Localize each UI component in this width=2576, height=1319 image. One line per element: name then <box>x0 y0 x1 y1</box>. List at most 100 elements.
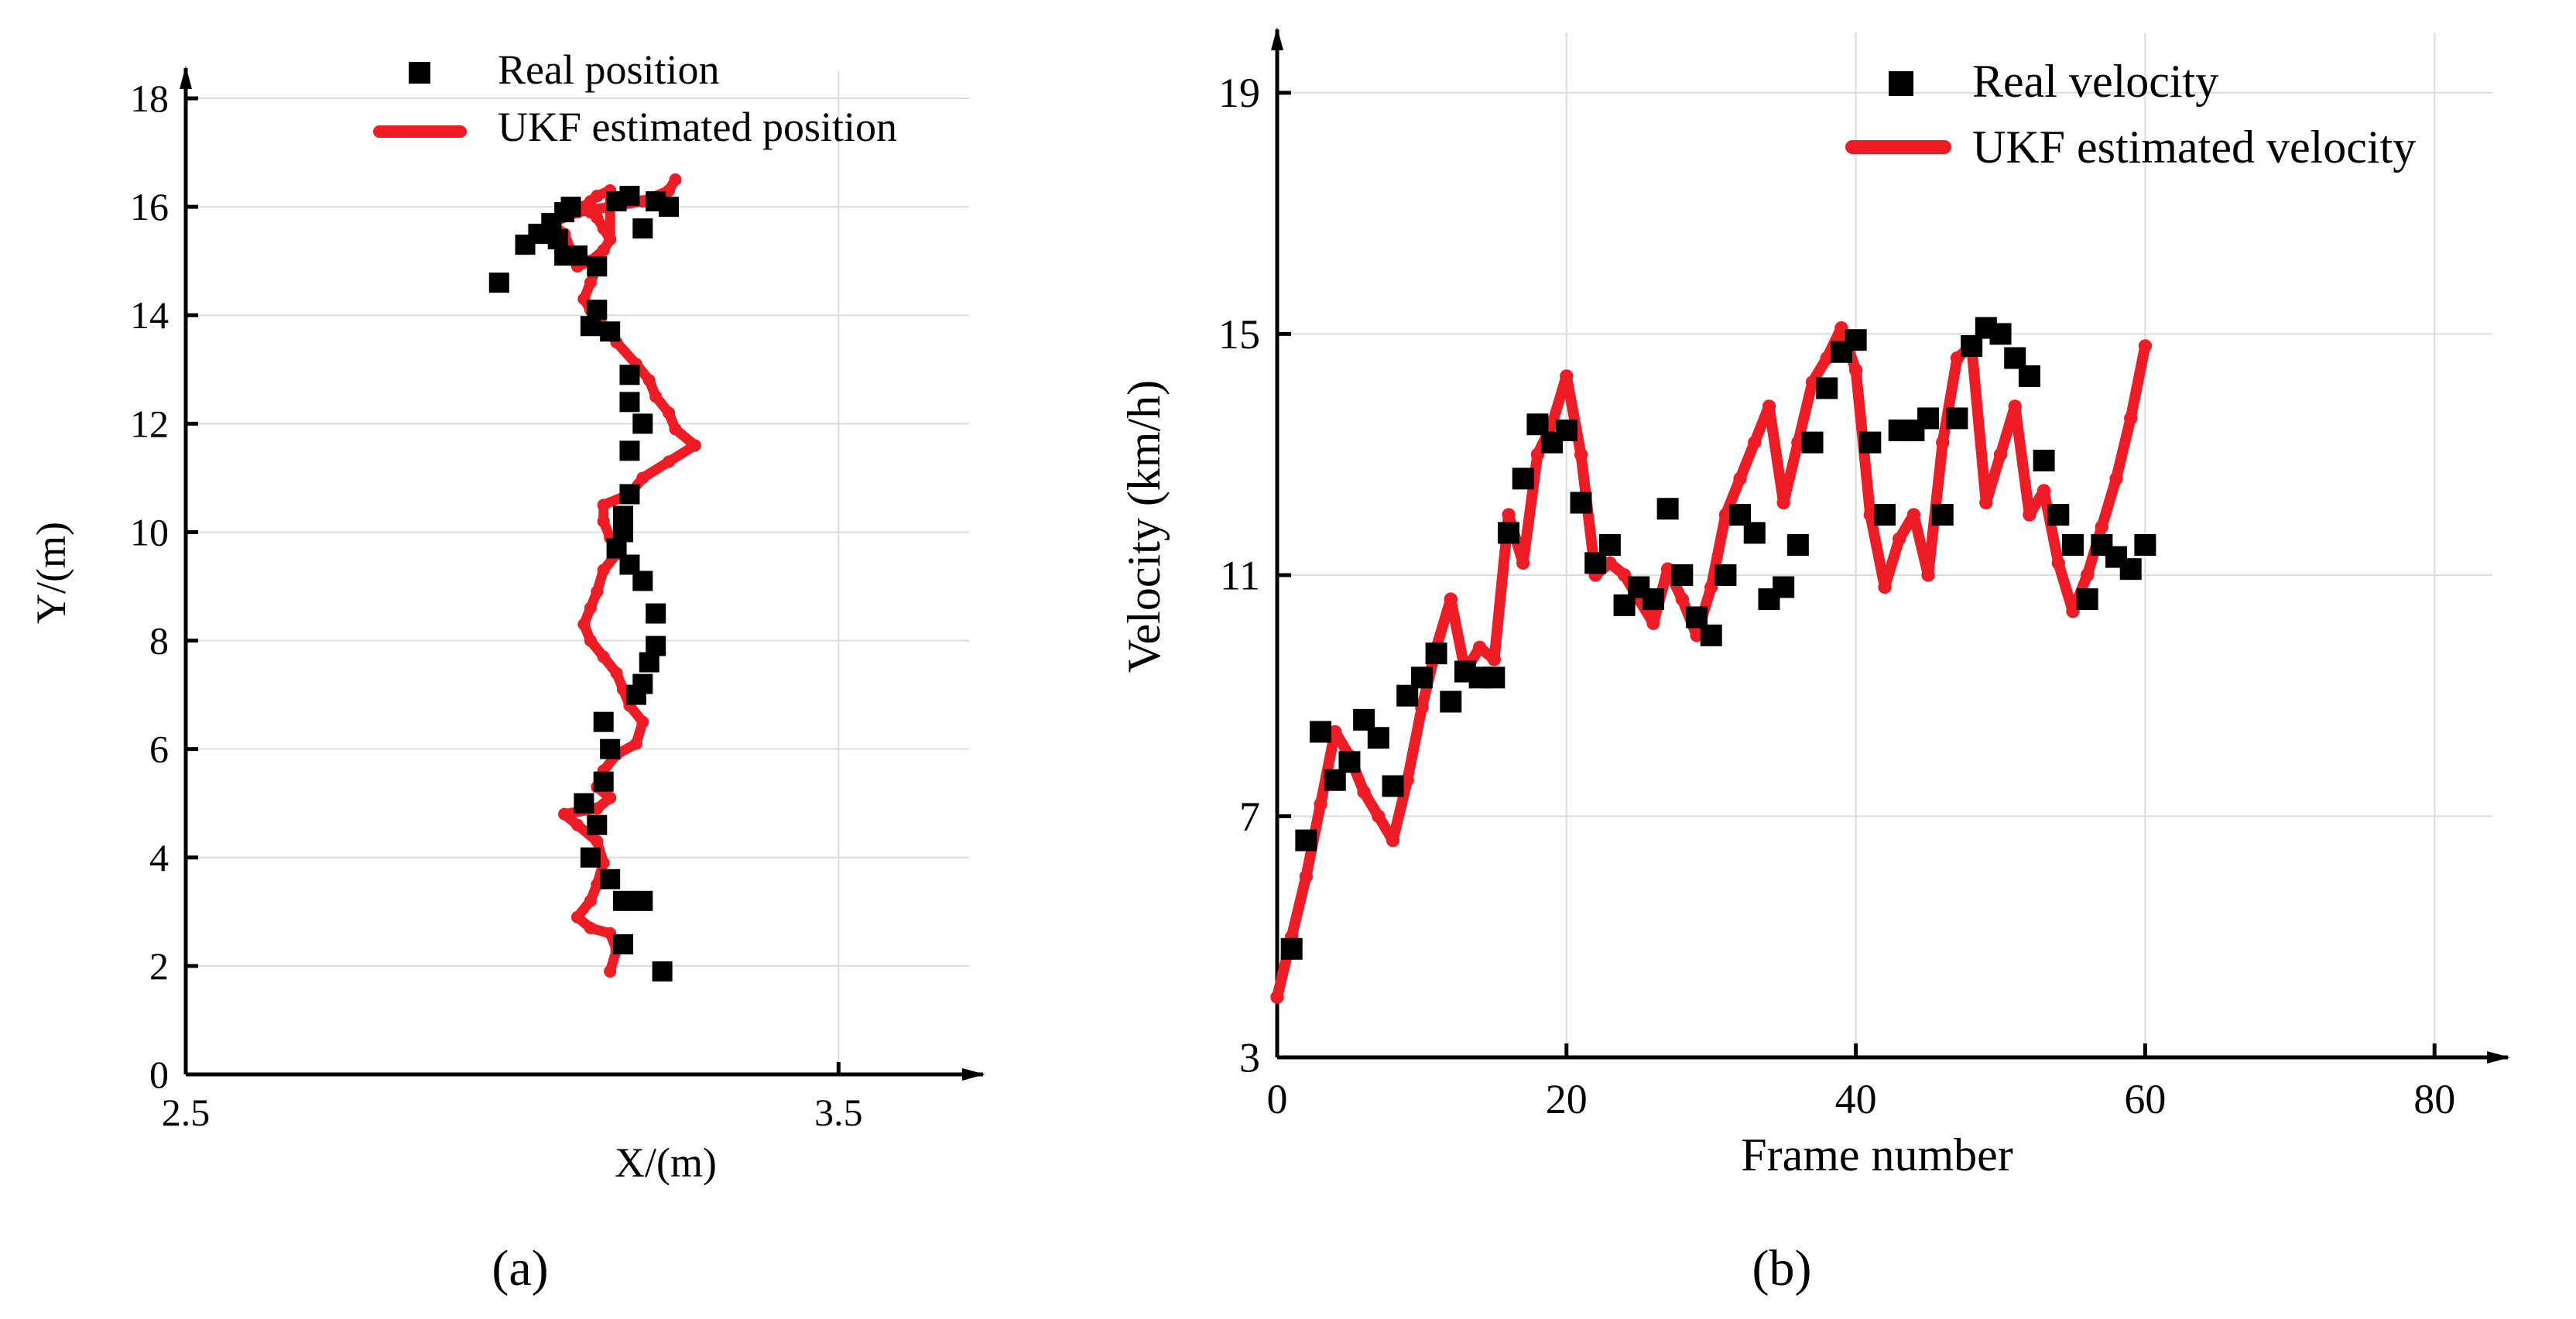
panel-b-real-point-40 <box>1859 431 1882 454</box>
panel-a-ukf-point-12 <box>604 791 617 804</box>
panel-a-real-point-43 <box>488 272 509 293</box>
panel-a-ukf-point-66 <box>669 173 682 187</box>
panel-a-ukf-point-16 <box>629 737 642 750</box>
panel-b-real-point-47 <box>1961 334 1983 357</box>
panel-a-real-point-37 <box>560 197 581 218</box>
panel-b-y-ticks: 3 7 11 15 19 <box>1218 70 1291 1081</box>
panel-b-ukf-point-45 <box>1921 568 1935 582</box>
panel-b-real-point-45 <box>1931 504 1954 526</box>
panel-b-ukf-point-53 <box>2036 484 2051 498</box>
panel-a-real-point-7 <box>593 771 614 792</box>
panel-a-y-axis-label: Y/(m) <box>28 522 74 624</box>
panel-a-ukf-point-30 <box>597 498 610 512</box>
panel-b-real-point-17 <box>1526 413 1549 436</box>
panel-b-y-tick-label-3: 15 <box>1218 311 1260 358</box>
panel-b-ukf-point-10 <box>1415 701 1429 714</box>
panel-b-ukf-point-21 <box>1574 447 1588 461</box>
panel-a-chart: 2.5 3.5 0 2 4 6 8 10 12 14 16 18 X/(m) Y/(m) Real … <box>28 46 985 1297</box>
panel-b-real-point-41 <box>1874 504 1896 526</box>
panel-a-real-point-25 <box>619 365 640 385</box>
panel-b-ukf-point-9 <box>1400 773 1414 787</box>
panel-a-ukf-point-49 <box>597 222 610 235</box>
panel-b-ukf-point-42 <box>1878 580 1892 594</box>
panel-a-ukf-point-10 <box>558 807 571 821</box>
panel-b-chart: 0 20 40 60 80 3 7 11 15 19 Frame number Velocity… <box>1118 27 2510 1297</box>
panel-b-ukf-point-40 <box>1848 363 1863 377</box>
panel-b-ukf-point-37 <box>1805 375 1820 389</box>
panel-b-ukf-point-33 <box>1748 435 1762 450</box>
panel-a-x-tick-label-0: 2.5 <box>162 1091 211 1134</box>
panel-b-real-point-6 <box>1367 727 1389 749</box>
panel-b-ukf-point-2 <box>1299 869 1314 884</box>
panel-a-y-tick-label-4: 8 <box>149 619 169 663</box>
panel-b-ukf-point-7 <box>1372 809 1386 824</box>
panel-b-ukf-point-36 <box>1791 435 1805 450</box>
panel-a-real-point-21 <box>619 484 640 505</box>
panel-b-real-point-15 <box>1498 522 1520 544</box>
panel-b-real-point-55 <box>2076 588 2098 611</box>
panel-b-ukf-point-58 <box>2109 471 2123 486</box>
panel-a-ukf-point-54 <box>591 190 604 203</box>
panel-b-ukf-point-0 <box>1270 990 1284 1004</box>
panel-b-ukf-point-15 <box>1487 653 1502 666</box>
panel-a-real-point-5 <box>580 847 601 868</box>
panel-b-real-point-53 <box>2047 504 2070 526</box>
panel-b-ukf-point-41 <box>1863 508 1877 522</box>
panel-a-ukf-point-0 <box>604 964 617 978</box>
panel-b-real-point-29 <box>1700 624 1722 646</box>
panel-b-ukf-point-34 <box>1762 399 1776 413</box>
panel-b-y-axis-label: Velocity (km/h) <box>1118 380 1170 673</box>
panel-a-real-point-22 <box>619 440 640 461</box>
panel-a-ukf-point-8 <box>591 834 604 848</box>
panel-a-label: (a) <box>492 1240 548 1297</box>
panel-b-real-point-16 <box>1512 468 1534 490</box>
panel-a-ukf-point-17 <box>636 715 649 728</box>
panel-b-real-point-51 <box>2018 365 2040 387</box>
panel-b-real-point-44 <box>1917 407 1940 430</box>
panel-b-real-point-32 <box>1743 522 1766 544</box>
panel-b-y-tick-label-2: 11 <box>1220 552 1260 598</box>
panel-b-real-markers <box>1280 317 2156 960</box>
panel-a-real-point-24 <box>619 392 640 413</box>
panel-a-real-point-12 <box>632 673 653 694</box>
panel-a-y-tick-label-3: 6 <box>149 728 169 771</box>
panel-b-real-point-30 <box>1714 564 1737 586</box>
panel-b-real-point-9 <box>1410 666 1433 689</box>
panel-b-ukf-point-19 <box>1545 417 1559 431</box>
panel-b-ukf-point-16 <box>1502 508 1516 522</box>
panel-a-real-point-0 <box>652 961 673 982</box>
panel-b-real-point-46 <box>1946 407 1968 430</box>
panel-a-ukf-point-21 <box>597 650 610 663</box>
panel-b-ukf-point-46 <box>1936 435 1950 450</box>
panel-b-y-tick-label-0: 3 <box>1239 1034 1260 1081</box>
panel-b-label: (b) <box>1752 1240 1812 1297</box>
panel-b-real-point-58 <box>2119 558 2142 581</box>
panel-b-ukf-point-44 <box>1906 508 1921 522</box>
panel-b-real-point-36 <box>1801 431 1824 454</box>
panel-b-ukf-point-56 <box>2080 568 2095 582</box>
panel-b-legend-real-label: Real velocity <box>1972 56 2218 107</box>
panel-b-real-point-2 <box>1310 721 1332 743</box>
panel-b-ukf-point-24 <box>1617 568 1632 582</box>
panel-a-real-point-28 <box>580 316 601 337</box>
panel-a-real-point-1 <box>613 934 634 954</box>
panel-a-ukf-point-5 <box>584 894 597 907</box>
panel-a-real-point-38 <box>619 186 640 207</box>
panel-b-x-tick-label-0: 0 <box>1267 1076 1288 1122</box>
panel-b-real-point-11 <box>1440 690 1462 713</box>
panel-a-real-point-15 <box>646 603 666 624</box>
panel-a-real-point-20 <box>613 505 634 526</box>
panel-b-real-point-34 <box>1773 576 1795 598</box>
panel-b-ukf-point-23 <box>1603 556 1617 570</box>
panel-a-ukf-point-26 <box>597 564 610 577</box>
panel-b-real-point-1 <box>1295 829 1317 851</box>
panel-b-x-axis-label: Frame number <box>1741 1129 2013 1180</box>
panel-b-legend-ukf-label: UKF estimated velocity <box>1972 122 2416 173</box>
panel-a-ukf-point-3 <box>584 921 597 934</box>
panel-b-ukf-polyline <box>1272 322 2151 1003</box>
panel-b-real-point-21 <box>1584 552 1607 574</box>
panel-b-ukf-point-55 <box>2066 604 2080 618</box>
panel-b-real-point-10 <box>1425 642 1447 665</box>
panel-b-ukf-point-6 <box>1357 785 1371 799</box>
panel-a-ukf-point-56 <box>604 233 617 246</box>
